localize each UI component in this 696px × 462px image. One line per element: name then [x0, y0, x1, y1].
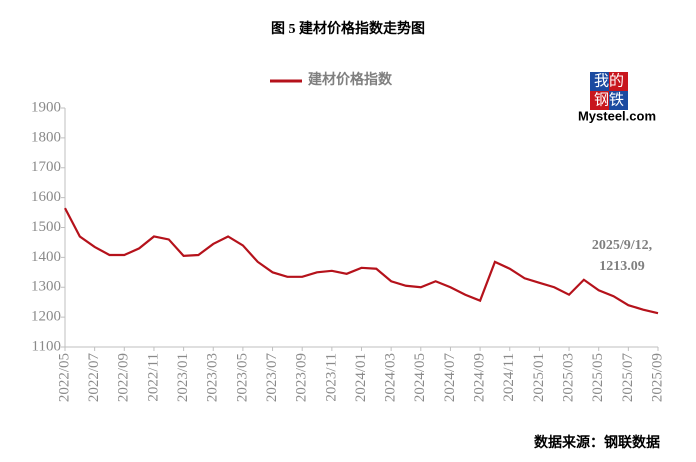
x-tick-label: 2023/09	[294, 353, 310, 402]
y-tick-label: 1300	[31, 279, 61, 295]
y-tick-label: 1700	[31, 159, 61, 175]
x-tick-label: 2024/09	[472, 353, 488, 402]
line	[64, 207, 659, 315]
logo-text: Mysteel.com	[578, 108, 656, 123]
logo-text: 钢铁	[594, 91, 624, 108]
y-tick-label: 1500	[31, 219, 61, 235]
x-tick-label: 2023/07	[264, 353, 280, 403]
x-tick-label: 2025/07	[620, 353, 636, 403]
x-tick-label: 2024/05	[412, 353, 428, 402]
x-tick-label: 2023/01	[175, 353, 191, 402]
x-tick-label: 2025/05	[590, 353, 606, 402]
y-tick-label: 1900	[31, 99, 61, 115]
logo-box	[590, 72, 609, 91]
x-tick-label: 2024/01	[353, 353, 369, 402]
annotation: 1213.09	[599, 259, 645, 274]
x-tick-label: 2023/03	[205, 353, 221, 402]
logo-box	[590, 91, 609, 110]
y-tick-label: 1800	[31, 129, 61, 145]
y-tick-label: 1100	[32, 338, 61, 354]
legend-label: 建材价格指数	[308, 71, 393, 88]
x-tick-label: 2024/03	[383, 353, 399, 402]
x-tick-label: 2022/11	[145, 353, 161, 402]
annotation: 2025/9/12,	[592, 238, 652, 253]
y-tick-label: 1600	[31, 189, 61, 205]
x-tick-label: 2025/01	[531, 353, 547, 402]
x-tick-label: 2025/03	[560, 353, 576, 402]
x-tick-label: 2024/07	[442, 353, 458, 403]
y-tick-label: 1400	[31, 249, 61, 265]
x-tick-label: 2023/05	[234, 353, 250, 402]
chart-title: 图 5 建材价格指数走势图	[271, 20, 425, 37]
x-tick-label: 2025/09	[649, 353, 665, 402]
x-tick-label: 2022/07	[86, 353, 102, 403]
x-tick-label: 2024/11	[501, 353, 517, 402]
x-tick-label: 2023/11	[323, 353, 339, 402]
logo-box	[609, 72, 628, 91]
source: 数据来源：钢联数据	[534, 434, 660, 451]
y-tick-label: 1200	[31, 309, 61, 325]
logo-box	[609, 91, 628, 110]
x-tick-label: 2022/09	[116, 353, 132, 402]
x-tick-label: 2022/05	[56, 353, 72, 402]
logo-text: 我的	[594, 72, 624, 89]
